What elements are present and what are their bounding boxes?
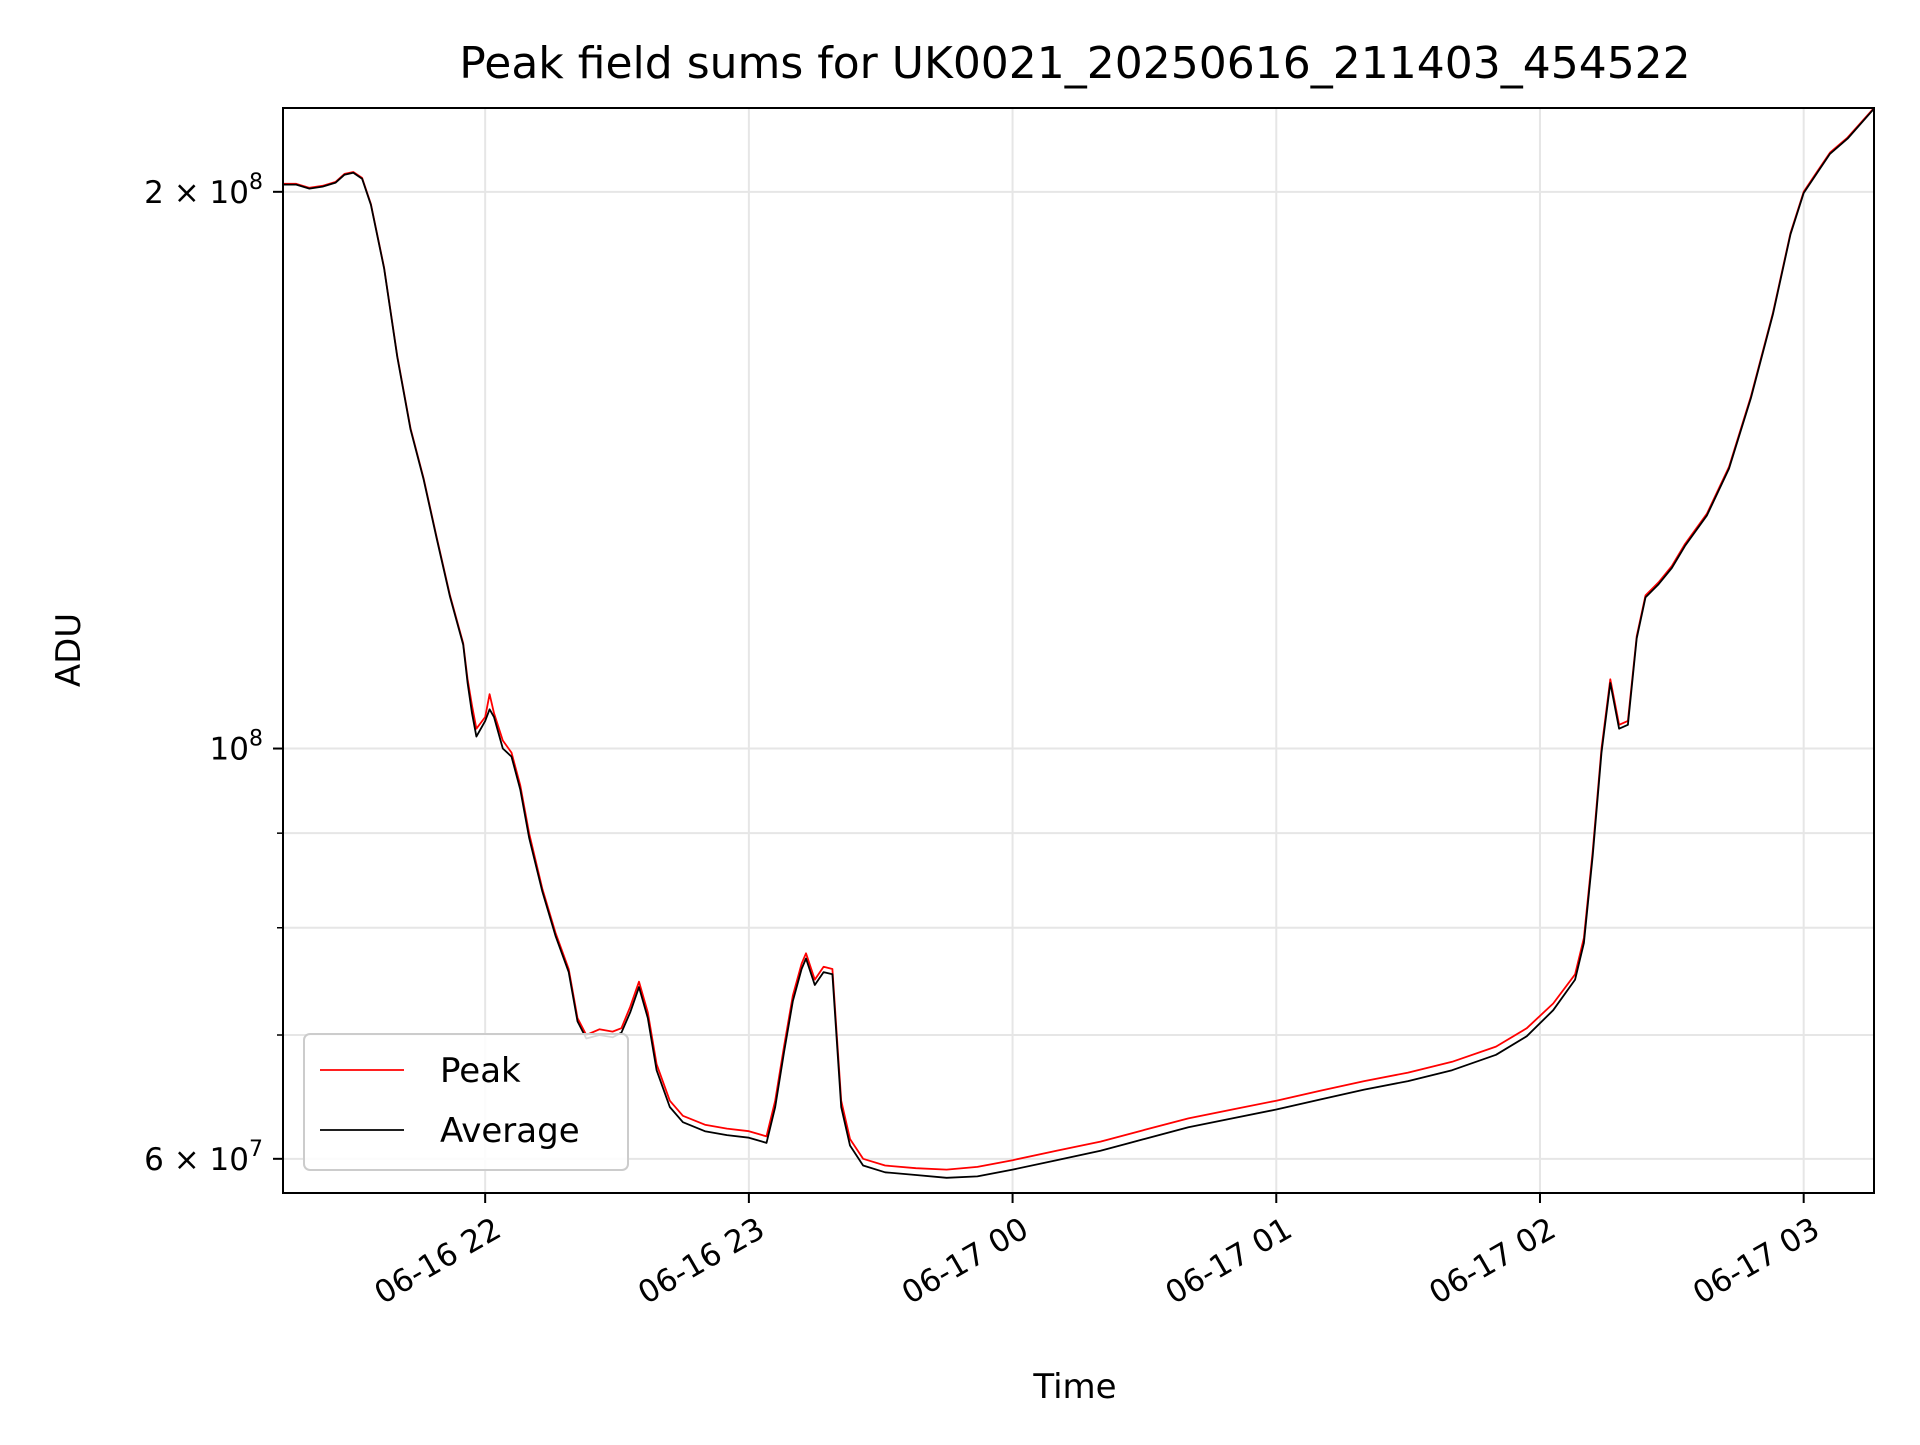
- chart-title: Peak field sums for UK0021_20250616_2114…: [459, 38, 1690, 89]
- y-tick-label: 6 × 107: [144, 1137, 263, 1178]
- y-tick-label: 2 × 108: [144, 170, 263, 211]
- legend-average-label: Average: [440, 1111, 580, 1151]
- y-axis-label: ADU: [49, 613, 89, 687]
- series-line-average: [283, 108, 1875, 1179]
- y-tick-label: 108: [210, 727, 263, 768]
- legend-peak-label: Peak: [440, 1051, 521, 1091]
- x-axis-label: Time: [1032, 1367, 1116, 1407]
- legend-box: [303, 1033, 629, 1171]
- series-group: [283, 107, 1875, 1179]
- axes-frame: [282, 107, 1875, 1194]
- legend: Peak Average: [303, 1033, 629, 1171]
